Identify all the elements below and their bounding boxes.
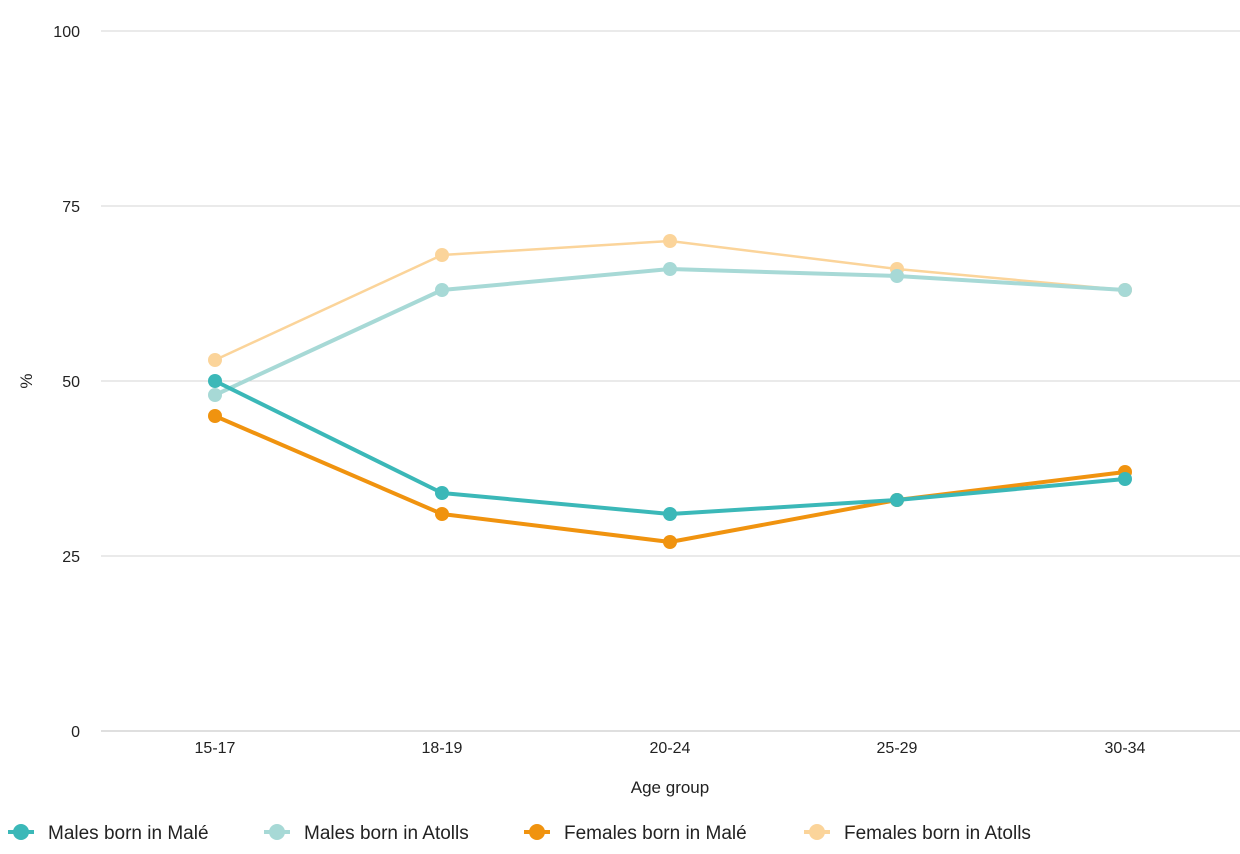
data-point	[663, 507, 677, 521]
gridlines	[101, 30, 1240, 732]
data-point	[1118, 472, 1132, 486]
y-tick-label: 50	[62, 374, 80, 391]
legend-item: Males born in Atolls	[264, 823, 469, 844]
series-3	[208, 409, 1132, 549]
legend-label: Males born in Atolls	[304, 823, 469, 844]
legend-swatch-marker	[529, 824, 545, 840]
data-point	[435, 248, 449, 262]
x-tick-label: 30-34	[1105, 740, 1146, 757]
series-layer	[208, 234, 1132, 549]
data-point	[890, 493, 904, 507]
data-point	[208, 353, 222, 367]
legend: Males born in Malé Males born in Atolls Fe…	[8, 823, 1031, 844]
legend-swatch-marker	[269, 824, 285, 840]
legend-label: Females born in Atolls	[844, 823, 1031, 844]
y-tick-label: 0	[71, 724, 80, 741]
series-line	[213, 414, 1127, 544]
legend-label: Females born in Malé	[564, 823, 747, 844]
data-point	[435, 486, 449, 500]
legend-item: Females born in Atolls	[804, 823, 1031, 844]
y-axis-title: %	[17, 373, 36, 388]
series-4	[208, 234, 1132, 367]
y-tick-label: 75	[62, 199, 80, 216]
x-axis-ticks: 15-17 18-19 20-24 25-29 30-34	[195, 740, 1146, 757]
data-point	[208, 374, 222, 388]
y-axis-ticks: 0 25 50 75 100	[53, 24, 80, 741]
data-point	[1118, 283, 1132, 297]
data-point	[208, 409, 222, 423]
legend-item: Males born in Malé	[8, 823, 209, 844]
data-point	[663, 262, 677, 276]
data-point	[435, 507, 449, 521]
y-tick-label: 25	[62, 549, 80, 566]
data-point	[663, 234, 677, 248]
series-line	[213, 379, 1127, 516]
x-tick-label: 20-24	[650, 740, 691, 757]
series-1	[208, 374, 1132, 521]
x-tick-label: 25-29	[877, 740, 918, 757]
data-point	[435, 283, 449, 297]
x-tick-label: 18-19	[422, 740, 463, 757]
series-2	[208, 262, 1132, 402]
y-tick-label: 100	[53, 24, 80, 41]
legend-swatch-marker	[809, 824, 825, 840]
legend-swatch-marker	[13, 824, 29, 840]
series-line	[213, 239, 1127, 362]
series-line	[213, 267, 1127, 397]
data-point	[208, 388, 222, 402]
x-tick-label: 15-17	[195, 740, 236, 757]
data-point	[890, 269, 904, 283]
legend-item: Females born in Malé	[524, 823, 747, 844]
data-point	[663, 535, 677, 549]
legend-label: Males born in Malé	[48, 823, 209, 844]
x-axis-title: Age group	[631, 778, 709, 797]
